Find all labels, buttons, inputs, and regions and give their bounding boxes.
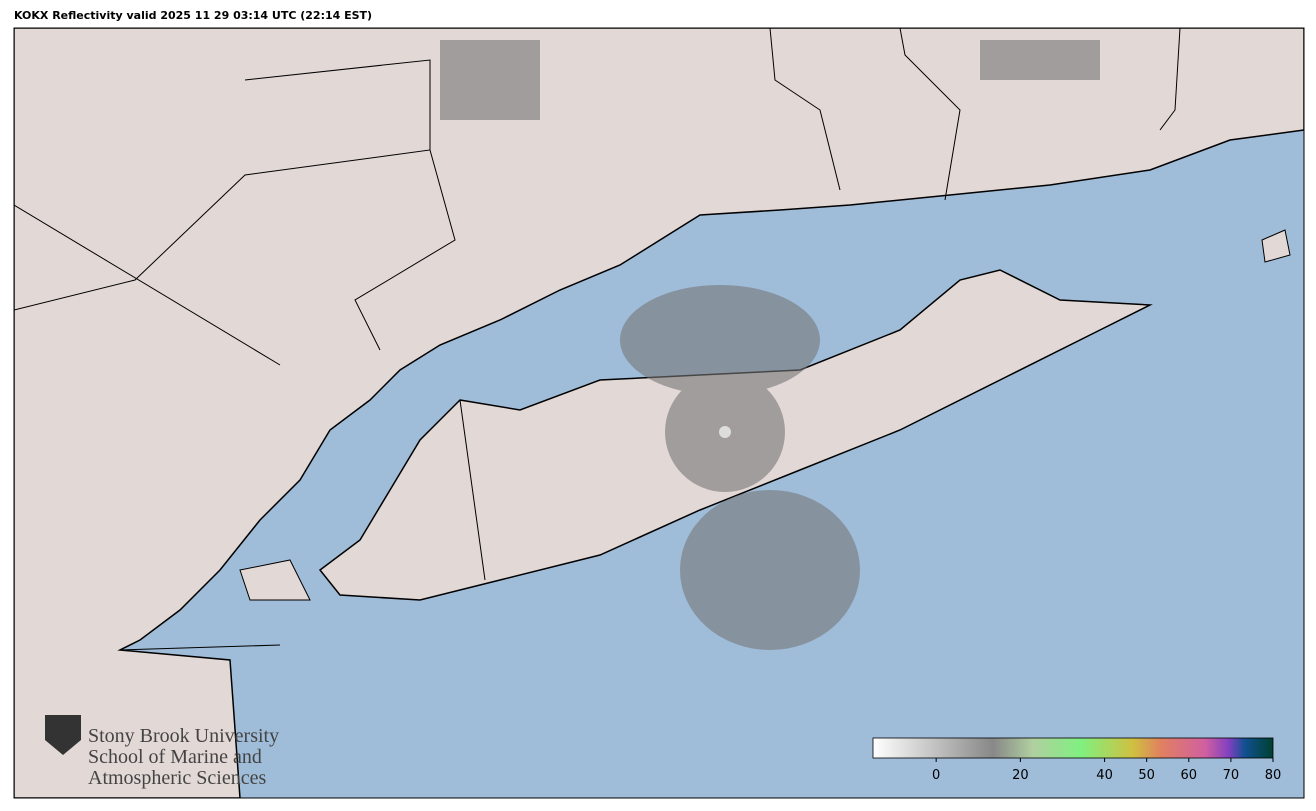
map: Stony Brook University School of Marine … — [14, 28, 1304, 798]
colorbar-tick-label: 60 — [1181, 768, 1198, 783]
colorbar-tick-label: 80 — [1265, 768, 1282, 783]
logo-line: Stony Brook University — [88, 725, 279, 747]
frame — [13, 27, 1305, 799]
radar-site — [719, 426, 731, 438]
colorbar-tick-label: 50 — [1138, 768, 1155, 783]
colorbar-tick-label: 20 — [1012, 768, 1029, 783]
logo-line: School of Marine and — [88, 746, 262, 768]
colorbar — [872, 737, 1274, 759]
logo-line: Atmospheric Sciences — [88, 767, 266, 789]
borders — [14, 28, 1181, 651]
radar-echoes — [440, 40, 1100, 650]
title: KOKX Reflectivity valid 2025 11 29 03:14… — [14, 9, 372, 22]
colorbar-ticks: 0 20 40 50 60 70 80 — [932, 758, 1281, 783]
colorbar-tick-label: 70 — [1223, 768, 1240, 783]
mainland — [14, 28, 1304, 798]
colorbar-tick-label: 40 — [1096, 768, 1113, 783]
colorbar-tick-label: 0 — [932, 768, 940, 783]
staten-island — [239, 559, 311, 601]
logo-shield — [45, 715, 81, 755]
block-island — [1261, 229, 1291, 263]
